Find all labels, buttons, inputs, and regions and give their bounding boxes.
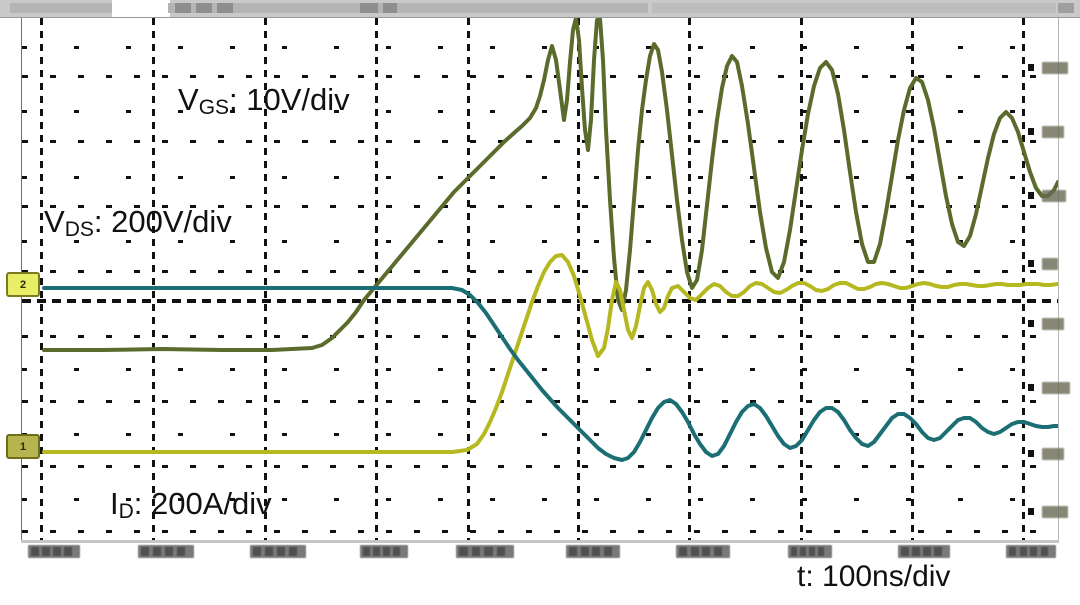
vds-scale-label: VDS: 200V/div — [44, 204, 232, 240]
y-tick-dot — [1028, 320, 1034, 327]
scale-text: : 10V/div — [229, 82, 350, 117]
y-tick-dot — [1028, 64, 1034, 71]
toolbar-gap — [112, 0, 170, 17]
symbol: V — [178, 82, 199, 117]
x-tick-label — [676, 545, 730, 558]
subscript: GS — [198, 96, 230, 119]
x-tick-label — [138, 545, 194, 558]
trace-vds — [42, 253, 1058, 454]
vds-channel-marker[interactable]: 2 — [6, 272, 40, 297]
trace-id — [42, 286, 1058, 462]
scale-text: : 200V/div — [93, 204, 232, 239]
symbol: I — [110, 486, 119, 521]
x-tick-label — [360, 545, 408, 558]
y-tick-dot — [1028, 192, 1034, 199]
y-tick-dot — [1028, 260, 1034, 267]
y-tick-dot — [1028, 384, 1034, 391]
symbol: V — [44, 204, 65, 239]
x-tick-label — [788, 545, 832, 558]
scope-toolbar[interactable] — [0, 0, 1080, 18]
toolbar-segment — [168, 3, 648, 13]
x-tick-label — [1006, 545, 1056, 558]
trace-vgs — [42, 18, 1058, 352]
scale-text: : 200A/div — [133, 486, 272, 521]
y-tick-label — [1042, 318, 1064, 330]
y-tick-label — [1042, 506, 1068, 518]
time-scale-label: t: 100ns/div — [797, 560, 951, 593]
y-tick-dot — [1028, 128, 1034, 135]
toolbar-button[interactable] — [383, 3, 397, 13]
id-channel-marker[interactable]: 1 — [6, 434, 40, 459]
x-tick-label — [456, 545, 514, 558]
plot-frame-bottom — [21, 540, 1059, 543]
toolbar-close-button[interactable] — [1058, 3, 1074, 13]
y-tick-label — [1042, 126, 1064, 138]
y-tick-dot — [1028, 450, 1034, 457]
id-scale-label: ID: 200A/div — [110, 486, 272, 522]
x-tick-label — [28, 545, 80, 558]
vgs-scale-label: VGS: 10V/div — [178, 82, 350, 118]
plot-frame-right — [1057, 18, 1059, 542]
x-tick-label — [250, 545, 306, 558]
y-tick-label — [1042, 448, 1064, 460]
y-tick-label — [1042, 62, 1068, 74]
toolbar-segment — [652, 3, 1056, 13]
y-tick-label — [1042, 382, 1070, 394]
subscript: D — [118, 500, 134, 523]
waveform-plot-area[interactable] — [22, 18, 1058, 540]
y-tick-dot — [1028, 508, 1034, 515]
subscript: DS — [64, 218, 94, 241]
x-tick-label — [566, 545, 620, 558]
y-tick-label — [1042, 258, 1058, 270]
x-tick-label — [898, 545, 950, 558]
toolbar-button[interactable] — [196, 3, 212, 13]
toolbar-button[interactable] — [217, 3, 233, 13]
toolbar-segment — [10, 3, 150, 13]
toolbar-button[interactable] — [360, 3, 378, 13]
waveform-traces — [42, 18, 1058, 462]
toolbar-button[interactable] — [175, 3, 191, 13]
y-tick-label — [1042, 190, 1066, 202]
